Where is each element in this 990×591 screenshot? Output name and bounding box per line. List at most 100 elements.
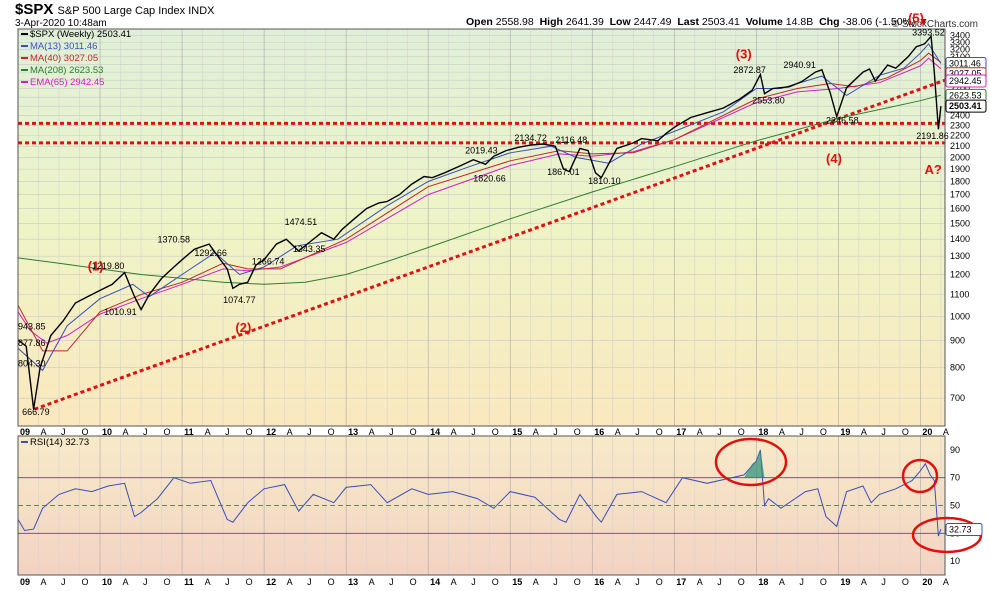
x-tick-label: O [82, 427, 89, 437]
x-tick-label: 13 [348, 427, 358, 437]
legend-entry: $SPX (Weekly) 2503.41 [30, 29, 131, 40]
price-annotation: 1810.10 [588, 176, 621, 186]
rsi-x-tick-label: O [492, 577, 499, 587]
price-annotation: 1370.58 [157, 234, 190, 244]
rsi-x-tick-label: J [143, 577, 148, 587]
rsi-x-tick-label: 15 [512, 577, 522, 587]
price-annotation: 1266.74 [252, 256, 285, 266]
rsi-x-tick-label: O [164, 577, 171, 587]
rsi-x-tick-label: 18 [758, 577, 768, 587]
low-value: 2447.49 [633, 16, 672, 28]
x-tick-label: A [41, 427, 47, 437]
x-tick-label: O [574, 427, 581, 437]
rsi-overbought-fill [744, 449, 765, 478]
x-tick-label: J [799, 427, 804, 437]
x-tick-label: A [123, 427, 129, 437]
price-annotation: 1292.66 [194, 248, 227, 258]
x-tick-label: O [492, 427, 499, 437]
rsi-x-tick-label: 11 [184, 577, 194, 587]
x-tick-label: O [328, 427, 335, 437]
high-label: High [539, 16, 563, 28]
price-tick-label: 2400 [950, 111, 970, 121]
rsi-x-tick-label: 19 [840, 577, 850, 587]
price-annotation: 2940.91 [783, 60, 816, 70]
price-x-axis: 09 A J O 10 A J O 11 A J O 12 A J O 13 A J O 14 A J O 15 A J O 16 A J O… [20, 427, 949, 437]
x-tick-label: 11 [184, 427, 194, 437]
rsi-x-tick-label: J [225, 577, 230, 587]
x-tick-label: A [533, 427, 539, 437]
stockcharts-watermark: © StockCharts.com [891, 19, 978, 30]
x-tick-label: J [389, 427, 394, 437]
rsi-x-tick-label: A [943, 577, 949, 587]
x-tick-label: 09 [20, 427, 30, 437]
trendline [33, 78, 946, 411]
legend-entry: EMA(65) 2942.45 [30, 77, 104, 88]
low-label: Low [609, 16, 631, 28]
rsi-x-tick-label: O [574, 577, 581, 587]
x-tick-label: A [451, 427, 457, 437]
rsi-x-tick-label: J [61, 577, 66, 587]
volume-label: Volume [745, 16, 783, 28]
rsi-tick-label: 90 [950, 445, 960, 455]
rsi-x-tick-label: J [799, 577, 804, 587]
price-tick-label: 1600 [950, 204, 970, 214]
legend-entry: MA(13) 3011.46 [30, 41, 97, 52]
price-annotation: 2191.86 [916, 131, 949, 141]
x-tick-label: 19 [840, 427, 850, 437]
rsi-highlight-circle-2020 [901, 458, 939, 494]
price-tag [945, 99, 987, 113]
rsi-tick-label: 10 [950, 556, 960, 566]
x-tick-label: A [943, 427, 949, 437]
rsi-x-tick-label: O [902, 577, 909, 587]
rsi-x-tick-label: A [615, 577, 621, 587]
x-tick-label: 12 [266, 427, 276, 437]
price-tick-label: 1300 [950, 251, 970, 261]
price-annotation: 1219.80 [92, 261, 125, 271]
price-tick-label: 1700 [950, 190, 970, 200]
x-tick-label: A [779, 427, 785, 437]
x-tick-label: J [225, 427, 230, 437]
x-tick-label: 17 [676, 427, 686, 437]
x-tick-label: A [205, 427, 211, 437]
wave-label: (1) [88, 259, 104, 274]
rsi-x-tick-label: J [389, 577, 394, 587]
price-tick-label: 1200 [950, 270, 970, 280]
rsi-x-tick-label: O [328, 577, 335, 587]
price-annotation: 2553.80 [752, 95, 785, 105]
price-grid [17, 29, 945, 426]
rsi-legend-label: RSI(14) 32.73 [30, 437, 89, 448]
x-tick-label: J [307, 427, 312, 437]
wave-label: (4) [826, 151, 842, 166]
rsi-x-tick-label: A [533, 577, 539, 587]
rsi-line [17, 449, 942, 537]
chg-down-arrow-icon: ▼ [918, 16, 929, 28]
price-tick-label: 1100 [950, 289, 969, 299]
wave-label: (3) [736, 46, 752, 61]
x-tick-label: O [246, 427, 253, 437]
rsi-x-tick-label: A [861, 577, 867, 587]
x-tick-label: J [881, 427, 886, 437]
rsi-x-tick-label: 12 [266, 577, 276, 587]
x-tick-label: O [738, 427, 745, 437]
price-tick-label: 800 [950, 363, 965, 373]
rsi-x-tick-label: J [881, 577, 886, 587]
last-value: 2503.41 [701, 16, 740, 28]
x-tick-label: J [61, 427, 66, 437]
rsi-x-tick-label: 14 [430, 577, 440, 587]
price-annotations: 943.85 877.86 804.30 666.79 1219.80 1010.91 13… [18, 28, 949, 418]
open-value: 2558.98 [495, 16, 534, 28]
price-annotation: 1074.77 [223, 295, 256, 305]
price-tag [945, 74, 987, 88]
price-tick-label: 700 [950, 393, 965, 403]
price-annotation: 1820.66 [473, 174, 506, 184]
rsi-x-tick-label: A [779, 577, 785, 587]
rsi-x-tick-label: A [697, 577, 703, 587]
chg-label: Chg [819, 16, 840, 28]
rsi-x-tick-label: J [307, 577, 312, 587]
price-tick-label: 1400 [950, 234, 970, 244]
price-tag-label: 3011.46 [949, 59, 981, 69]
legend-entry: MA(208) 2623.53 [30, 65, 103, 76]
series-line-ma-13-3011-46 [17, 43, 942, 372]
